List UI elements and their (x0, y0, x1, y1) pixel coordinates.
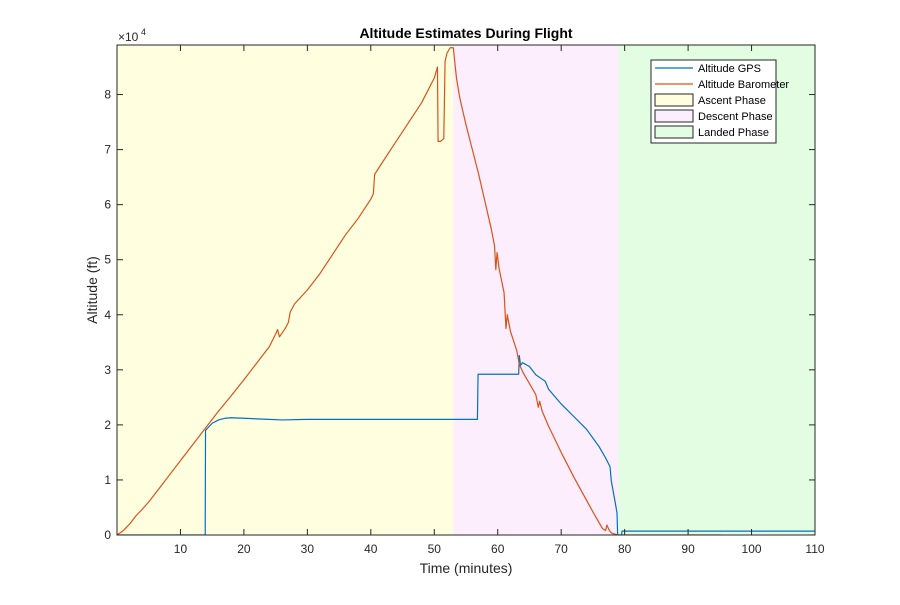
y-exponent-base: ×10 (118, 30, 139, 44)
legend-label: Altitude GPS (698, 63, 761, 75)
y-tick-label: 0 (104, 528, 111, 542)
x-axis-label: Time (minutes) (420, 560, 513, 576)
series-lines (117, 47, 815, 535)
x-tick-label: 40 (364, 542, 378, 556)
y-tick-label: 2 (104, 418, 111, 432)
legend: Altitude GPS Altitude Barometer Ascent Pha… (650, 59, 789, 144)
x-tick-label: 30 (301, 542, 315, 556)
legend-label: Landed Phase (698, 127, 769, 139)
chart-title: Altitude Estimates During Flight (359, 25, 572, 41)
y-axis-ticks: 0 1 2 3 4 5 6 7 8 (104, 88, 815, 542)
x-tick-label: 20 (237, 542, 251, 556)
x-tick-label: 70 (555, 542, 569, 556)
legend-patch-swatch (654, 125, 694, 139)
y-exponent-power: 4 (141, 27, 146, 37)
y-tick-label: 5 (104, 253, 111, 267)
y-tick-label: 8 (104, 88, 111, 102)
y-tick-label: 3 (104, 363, 111, 377)
y-axis-label: Altitude (ft) (84, 256, 100, 324)
x-tick-label: 60 (491, 542, 505, 556)
y-axis-exponent: ×10 4 (118, 27, 146, 44)
x-tick-label: 10 (174, 542, 188, 556)
x-tick-label: 90 (681, 542, 695, 556)
y-tick-label: 1 (104, 473, 111, 487)
x-tick-label: 110 (805, 542, 824, 556)
x-axis-ticks: 10 20 30 40 50 60 70 80 90 100 110 (174, 45, 825, 556)
y-tick-label: 7 (104, 143, 111, 157)
legend-patch-swatch (654, 93, 694, 107)
legend-label: Descent Phase (698, 111, 773, 123)
x-tick-label: 50 (428, 542, 442, 556)
series-line-altitude-gps (117, 354, 815, 535)
legend-entries: Altitude GPS Altitude Barometer Ascent Pha… (654, 63, 789, 139)
phase-region-ascent-phase (117, 45, 454, 535)
plot-area-border (116, 44, 816, 536)
phase-region-descent-phase (453, 45, 619, 535)
x-tick-label: 100 (742, 542, 762, 556)
legend-label: Altitude Barometer (698, 79, 789, 91)
y-tick-label: 6 (104, 198, 111, 212)
legend-patch-swatch (654, 109, 694, 123)
x-tick-label: 80 (618, 542, 632, 556)
series-line-altitude-barometer (117, 47, 815, 535)
y-tick-label: 4 (104, 308, 111, 322)
legend-label: Ascent Phase (698, 95, 766, 107)
